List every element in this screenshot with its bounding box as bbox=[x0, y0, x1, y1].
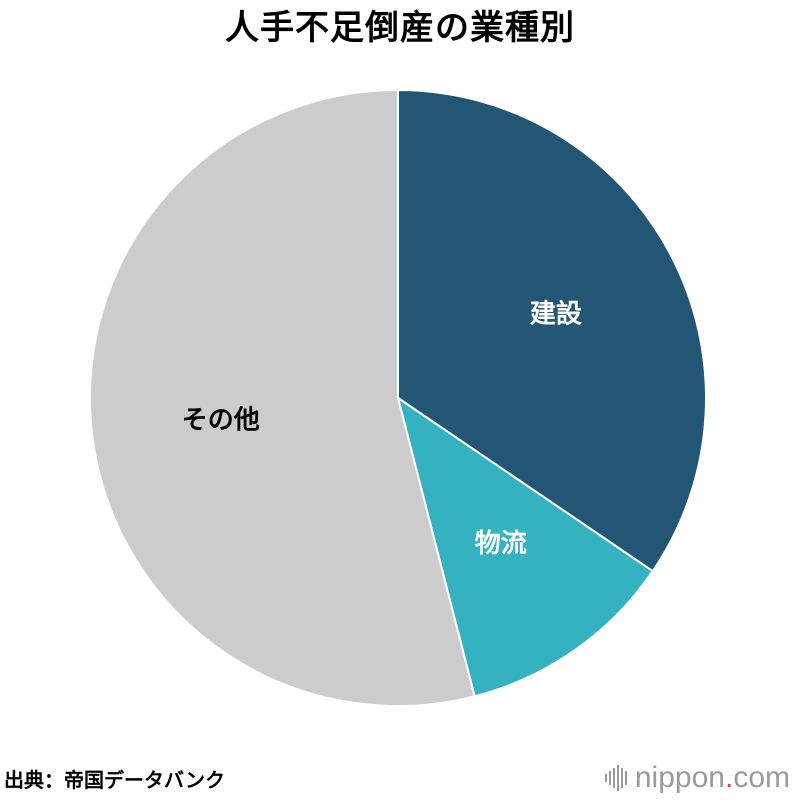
brand-dot: . bbox=[724, 761, 734, 794]
pie-slice-1 bbox=[396, 395, 655, 698]
pie-slice-2 bbox=[89, 88, 476, 707]
chart-title: 人手不足倒産の業種別 bbox=[225, 8, 575, 48]
sound-wave-icon bbox=[604, 758, 627, 798]
source-note: 出典：帝国データバンク bbox=[4, 768, 225, 792]
brand-logo: nippon. com bbox=[604, 758, 790, 798]
pie-slice-0 bbox=[397, 88, 707, 573]
pie-slice-label-0: 建設 bbox=[530, 298, 583, 329]
brand-name: nippon bbox=[634, 761, 725, 794]
pie-slice-label-1: 物流 bbox=[475, 529, 527, 559]
brand-domain: com bbox=[733, 761, 790, 794]
pie-slice-label-2: その他 bbox=[182, 405, 260, 435]
